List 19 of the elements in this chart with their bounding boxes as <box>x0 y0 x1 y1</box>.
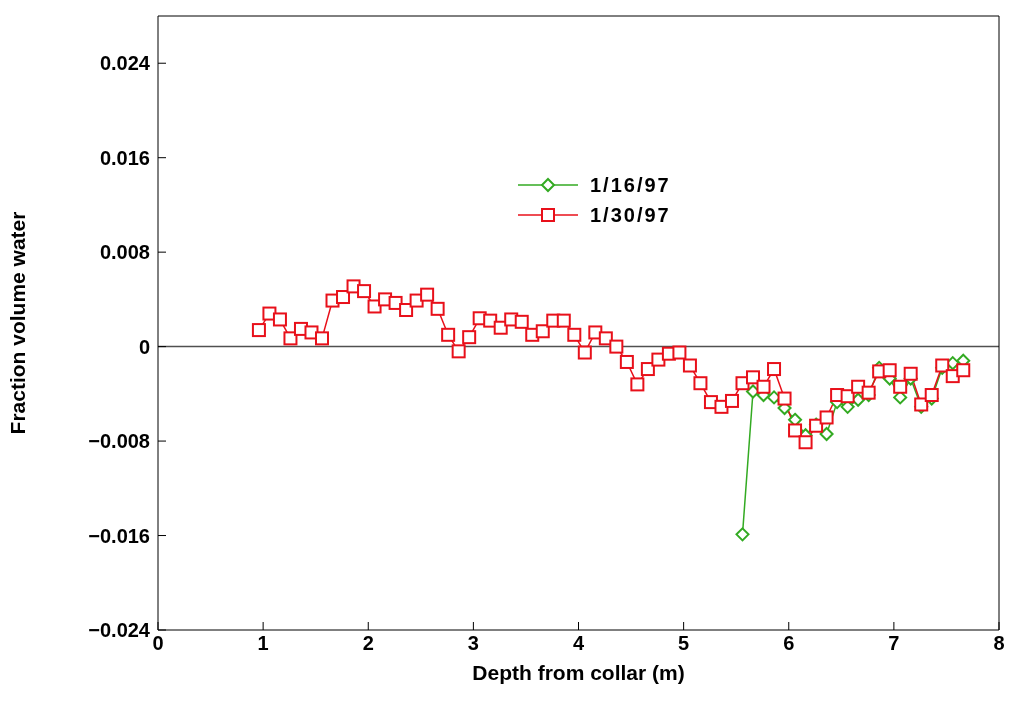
legend-label: 1/30/97 <box>590 203 671 227</box>
x-tick-label: 2 <box>362 632 374 655</box>
x-tick-label: 1 <box>257 632 269 655</box>
x-tick-label: 3 <box>467 632 479 655</box>
y-tick-label: 0 <box>138 335 150 358</box>
y-tick-label: 0.024 <box>99 52 151 75</box>
y-tick-label: 0.008 <box>99 241 150 264</box>
y-tick-label: 0.016 <box>99 146 150 169</box>
y-tick-label: −0.016 <box>88 524 150 547</box>
x-tick-label: 8 <box>993 632 1005 655</box>
x-axis-title: Depth from collar (m) <box>472 661 685 684</box>
y-tick-label: −0.024 <box>88 619 151 642</box>
x-tick-label: 7 <box>888 632 900 655</box>
legend-label: 1/16/97 <box>590 173 671 197</box>
x-tick-label: 6 <box>783 632 795 655</box>
y-axis-title: Fraction volume water <box>6 211 30 435</box>
y-tick-label: −0.008 <box>88 430 150 453</box>
x-tick-label: 5 <box>678 632 690 655</box>
x-tick-label: 4 <box>572 632 585 655</box>
